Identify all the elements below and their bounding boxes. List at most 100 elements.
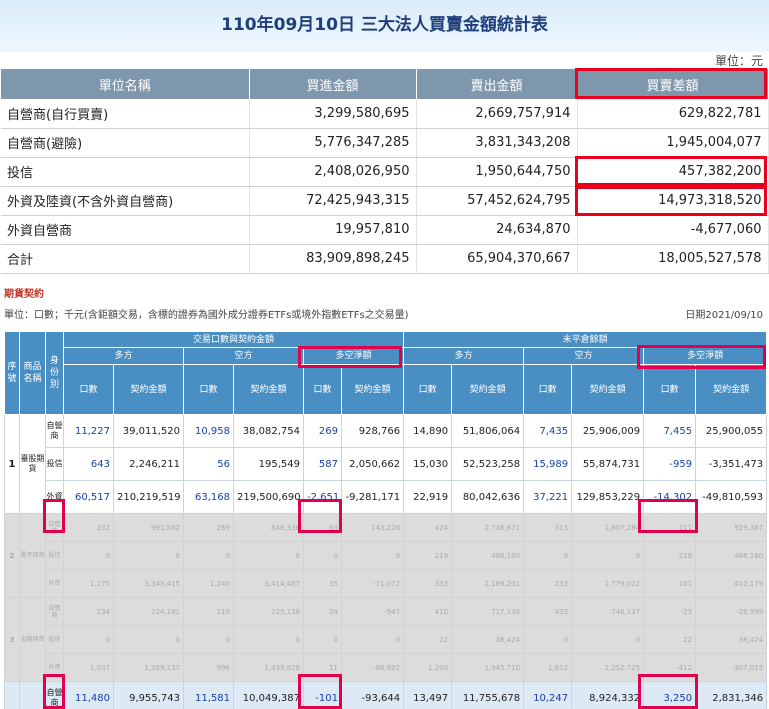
col-header-sell: 賣出金額 — [416, 69, 578, 99]
product-name: 電子期貨 — [19, 513, 46, 598]
value-cell: 928,766 — [340, 414, 405, 448]
value-cell: 0 — [571, 625, 645, 654]
value-cell: 486,160 — [451, 541, 525, 570]
date-label: 日期2021/09/10 — [685, 310, 763, 321]
value-cell: 991,562 — [113, 513, 184, 542]
value-cell: 11,227 — [63, 414, 114, 448]
value-cell: 15,030 — [403, 447, 453, 481]
value-cell: 0 — [183, 541, 234, 570]
value-cell: 10,049,387 — [233, 681, 304, 709]
sell-amount: 57,452,624,795 — [416, 186, 578, 216]
sell-amount: 65,904,370,667 — [416, 244, 578, 274]
summary-table: 單位名稱 買進金額 賣出金額 買賣差額 自營商(自行買賣) 3,299,580,6… — [1, 69, 769, 274]
value-cell: -80,692 — [340, 653, 405, 682]
value-cell: 11,581 — [183, 681, 234, 709]
value-cell: 38,082,754 — [233, 414, 304, 448]
product-name: 臺股期貨 — [19, 414, 46, 514]
buy-amount: 5,776,347,285 — [249, 128, 417, 158]
value-cell: 0 — [303, 541, 342, 570]
value-cell: 219,500,690 — [233, 480, 304, 514]
sell-amount: 3,831,343,208 — [416, 128, 578, 158]
value-cell: 101 — [643, 569, 697, 598]
value-cell: 0 — [63, 625, 114, 654]
value-cell: 410 — [403, 597, 453, 626]
table-row: 合計 83,909,898,245 65,904,370,667 18,005,527… — [1, 244, 769, 274]
value-cell: -93,644 — [340, 681, 405, 709]
header-row-2: 多方 空方 多空淨額 多方 空方 多空淨額 — [5, 347, 768, 365]
seq-cell: 3 — [4, 597, 20, 682]
buy-amount: 2,408,026,950 — [249, 157, 417, 187]
value-cell: -959 — [643, 447, 697, 481]
value-cell: 38,424 — [451, 625, 525, 654]
product-name: 金融期貨 — [19, 597, 46, 682]
value-cell: 1,779,022 — [571, 569, 645, 598]
header-open-interest: 未平倉餘額 — [403, 331, 768, 348]
value-cell: 38,424 — [695, 625, 768, 654]
value-cell: 1,275 — [63, 569, 114, 598]
value-cell: 15,989 — [523, 447, 573, 481]
value-cell: 11,755,678 — [451, 681, 525, 709]
value-cell: 10,247 — [523, 681, 573, 709]
value-cell: 313 — [523, 513, 573, 542]
table-row: 外資及陸資(不含外資自營商) 72,425,943,315 57,452,624,7… — [1, 186, 769, 216]
value-cell: 195,549 — [233, 447, 304, 481]
value-cell: 224,191 — [113, 597, 184, 626]
value-cell: 1,612 — [523, 653, 573, 682]
value-cell: 333 — [403, 569, 453, 598]
row-name: 外資自營商 — [1, 215, 250, 245]
value-cell: 433 — [523, 597, 573, 626]
value-cell: 0 — [63, 541, 114, 570]
table-row: 外資 1,007 1,359,137 996 1,439,829 11 -80,692 1,2… — [5, 653, 768, 682]
col-qty: 口數 — [523, 364, 573, 415]
header-trade-short: 空方 — [183, 347, 304, 365]
buy-amount: 19,957,810 — [249, 215, 417, 245]
header-oi-net: 多空淨額 — [643, 347, 768, 365]
col-qty: 口數 — [403, 364, 453, 415]
value-cell: 3,414,487 — [233, 569, 304, 598]
value-cell: 63,168 — [183, 480, 234, 514]
futures-table: 序號 商品名稱 身份別 交易口數與契約金額 未平倉餘額 多方 空方 多空淨額 多… — [4, 331, 768, 709]
col-amt: 契約金額 — [233, 364, 304, 415]
value-cell: 0 — [233, 541, 304, 570]
col-seq: 序號 — [4, 331, 20, 415]
value-cell: 1,240 — [183, 569, 234, 598]
value-cell: 2,831,346 — [695, 681, 768, 709]
value-cell: 232 — [523, 569, 573, 598]
sell-amount: 24,634,870 — [416, 215, 578, 245]
value-cell: 129,853,229 — [571, 480, 645, 514]
row-name: 外資及陸資(不含外資自營商) — [1, 186, 250, 216]
col-identity: 身份別 — [45, 331, 64, 415]
col-qty: 口數 — [643, 364, 697, 415]
value-cell: 0 — [523, 541, 573, 570]
value-cell: 60,517 — [63, 480, 114, 514]
value-cell: -28,999 — [695, 597, 768, 626]
value-cell: 52,523,258 — [451, 447, 525, 481]
table-row: 投信 0 0 0 0 0 0 219 486,160 0 0 219 486,160 — [5, 541, 768, 570]
value-cell: 2,050,662 — [340, 447, 405, 481]
table-row: 外資 1,275 3,343,415 1,240 3,414,487 35 -71,072 3… — [5, 569, 768, 598]
value-cell: 25,906,009 — [571, 414, 645, 448]
product-name: 小型臺指期貨 — [19, 681, 46, 709]
value-cell: 996 — [183, 653, 234, 682]
value-cell: -3,351,473 — [695, 447, 768, 481]
value-cell: 1,807,284 — [571, 513, 645, 542]
value-cell: -14,302 — [643, 480, 697, 514]
value-cell: 51,806,064 — [451, 414, 525, 448]
value-cell: 22,919 — [403, 480, 453, 514]
header-oi-short: 空方 — [523, 347, 645, 365]
value-cell: 219 — [403, 541, 453, 570]
col-product: 商品名稱 — [19, 331, 46, 415]
value-cell: 24 — [303, 597, 342, 626]
table-row: 投信 2,408,026,950 1,950,644,750 457,382,200 — [1, 157, 769, 187]
col-qty: 口數 — [183, 364, 234, 415]
row-name: 自營商(避險) — [1, 128, 250, 158]
value-cell: 424 — [403, 513, 453, 542]
diff-amount: 18,005,527,578 — [577, 244, 769, 274]
diff-amount: 1,945,004,077 — [577, 128, 769, 158]
buy-amount: 3,299,580,695 — [249, 99, 417, 129]
col-qty: 口數 — [303, 364, 342, 415]
value-cell: 587 — [303, 447, 342, 481]
header-oi-long: 多方 — [403, 347, 525, 365]
table-row: 2 電子期貨 自營商 332 991,562 269 848,336 63 143,226 424… — [4, 513, 768, 598]
table-row: 自營商(避險) 5,776,347,285 3,831,343,208 1,945,0… — [1, 128, 769, 158]
